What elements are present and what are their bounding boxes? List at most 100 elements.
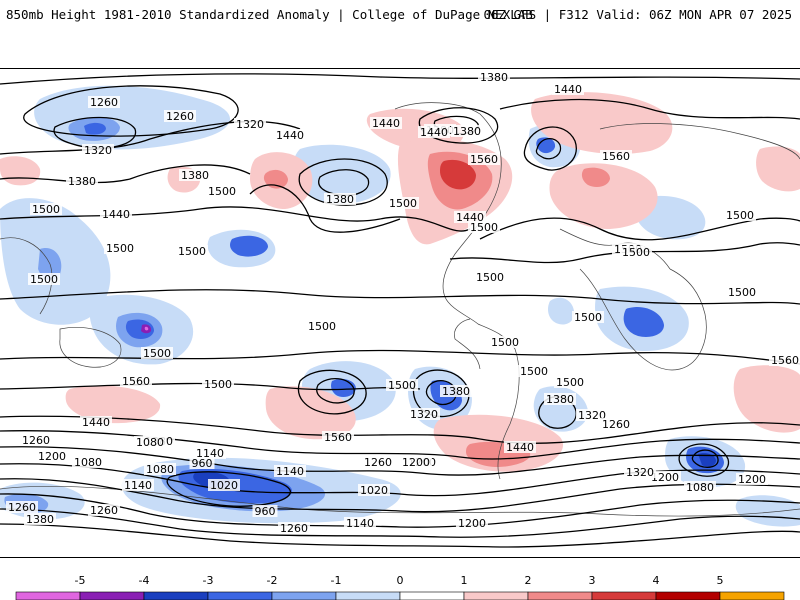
contour-label-background [370,117,402,129]
contour-label-background [451,125,483,137]
continent-outline [477,323,520,480]
contour-label: 1500 [520,365,548,378]
contour-line [691,449,719,468]
contour-label: 1440 [372,117,400,130]
contour-label: 1200 [738,473,766,486]
contour-line [0,73,800,85]
contour-label-background [474,271,506,283]
contour-label: 1500 [30,273,58,286]
contour-label-background [122,479,154,491]
contour-label: 1320 [626,466,654,479]
contour-label-background [28,273,60,285]
contour-label-background [726,286,758,298]
contour-label: 1440 [276,129,304,142]
colorbar-segments [15,591,785,600]
contour-label-background [518,365,550,377]
colorbar-tick-label: 1 [461,574,468,587]
contour-line [535,138,562,160]
contour-line [412,369,470,418]
contour-label: 960 [192,457,213,470]
anomaly-area [733,365,800,433]
contour-label-background [572,311,604,323]
colorbar-canvas: -5 -4 -3 -2 -1 0 1 2 3 4 5 [15,574,785,600]
contour-line [0,289,800,305]
colorbar-tick-label: -5 [75,574,86,587]
contour-line [297,369,367,415]
anomaly-area [548,297,575,325]
contour-label: 1500 [308,320,336,333]
colorbar-segment [527,591,593,600]
contour-label: 1440 [554,83,582,96]
contour-label: 1380 [442,385,470,398]
contour-label-background [306,320,338,332]
anomaly-area [65,385,161,424]
contour-line [0,382,421,391]
contour-label-background [544,393,576,405]
contour-label-background [36,450,68,462]
contour-line [316,378,355,404]
contour-label: 1320 [84,144,112,157]
contour-label-background [324,193,356,205]
anomaly-area [698,452,716,467]
contour-label-background [552,83,584,95]
contour-line [298,158,388,206]
contour-label: 1500 [622,246,650,259]
contour-label-background [278,522,310,534]
contour-label-background [489,336,521,348]
contour-label: 1380 [26,513,54,526]
contour-line [53,116,137,149]
anomaly-area [756,146,800,192]
colorbar-segment [335,591,401,600]
contour-label-background [72,456,104,468]
contour-label: 1260 [280,522,308,535]
anomaly-area [531,92,673,154]
contour-label: 1440 [456,211,484,224]
contour-label: 1440 [82,416,110,429]
contour-label: 1500 [178,245,206,258]
contour-label: 1080 [146,463,174,476]
contour-label-background [600,418,632,430]
contour-label-background [234,118,266,130]
contour-label: 1500 [106,242,134,255]
contour-line [249,184,401,233]
contour-label-background [189,457,215,469]
contour-line [678,443,730,477]
contour-label: 1560 [122,375,150,388]
contour-label-background [684,481,716,493]
contour-label: 1500 [470,221,498,234]
contour-label-background [769,354,800,366]
contour-label: 1500 [204,378,232,391]
contour-label: 1080 [74,456,102,469]
colorbar-tick-label: 4 [653,574,660,587]
contour-label-background [144,463,176,475]
colorbar-tick-label: 0 [397,574,404,587]
contour-label: 1080 [686,481,714,494]
colorbar-segment [719,591,785,600]
contour-label: 1140 [346,517,374,530]
contour-label: 1380 [546,393,574,406]
contour-label: 1500 [728,286,756,299]
contour-label: 1020 [210,479,238,492]
contour-label: 1500 [208,185,236,198]
contour-label-background [24,513,56,525]
contour-label: 1500 [574,311,602,324]
contour-label-background [400,456,432,468]
colorbar-segment [79,591,145,600]
colorbar-tick-label: -3 [203,574,214,587]
contour-label-background [179,169,211,181]
contour-line [425,380,457,406]
contour-label: 960 [255,505,276,518]
contour-label: 1320 [236,118,264,131]
contour-label-background [30,203,62,215]
contour-label: 1500 [143,347,171,360]
contour-label: 1380 [181,169,209,182]
contour-label-background [362,456,394,468]
contour-label: 1260 [90,96,118,109]
contour-label: 1200 [38,450,66,463]
contour-label: 1440 [506,441,534,454]
contour-label-background [164,110,196,122]
contour-label-background [478,71,510,83]
contour-label-background [649,471,681,483]
anomaly-map: 1380 1260 1260 1440 1320 1320 1440 1380 1380 1440… [0,68,800,558]
contour-label-background [202,378,234,390]
